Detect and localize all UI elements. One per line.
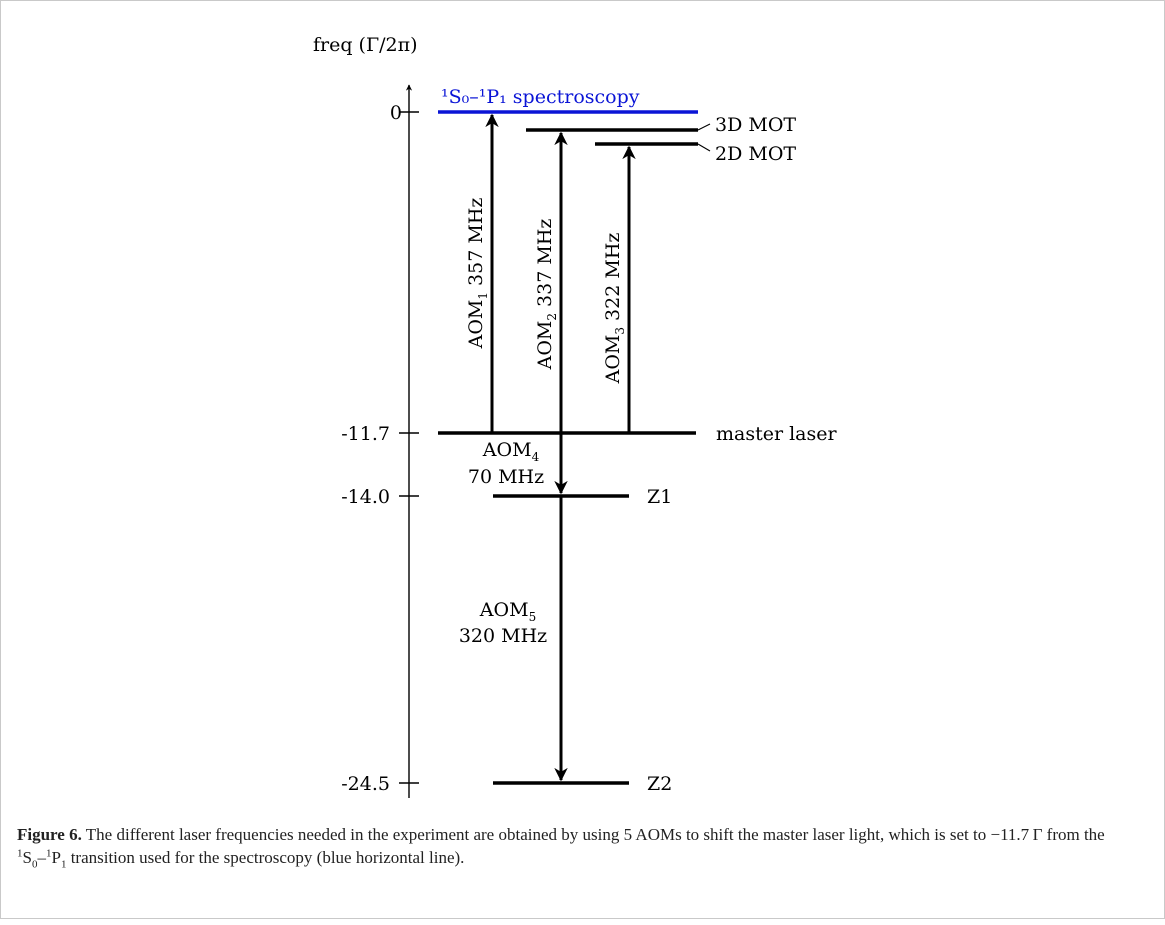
leader-3d-mot — [697, 123, 711, 131]
tick-label-master: -11.7 — [341, 423, 390, 445]
caption-sub-0: 0 — [31, 858, 38, 871]
tick-label-z2: -24.5 — [341, 773, 390, 795]
label-z1: Z1 — [647, 486, 672, 508]
label-2d-mot: 2D MOT — [715, 143, 796, 165]
caption-sup-2: 1 — [45, 847, 52, 860]
label-aom4-name: AOM4 — [482, 439, 540, 464]
label-aom5-name: AOM5 — [479, 599, 536, 624]
caption-p: P — [51, 848, 61, 867]
axis-label: freq (Γ/2π) — [313, 34, 418, 56]
caption-dash: – — [37, 848, 46, 867]
tick-label-0: 0 — [390, 102, 402, 124]
tick-label-z1: -14.0 — [341, 486, 390, 508]
leader-2d-mot — [697, 143, 711, 152]
label-aom5-freq: 320 MHz — [459, 625, 547, 647]
label-master-laser: master laser — [716, 423, 837, 445]
figure-caption: Figure 6. The different laser frequencie… — [17, 823, 1137, 871]
figure-label: Figure 6. — [17, 825, 82, 844]
caption-sub-1: 1 — [60, 858, 67, 871]
label-3d-mot: 3D MOT — [715, 114, 796, 136]
label-spectroscopy: ¹S₀–¹P₁ spectroscopy — [441, 86, 640, 108]
caption-text-2: transition used for the spectroscopy (bl… — [66, 848, 465, 867]
caption-s: S — [22, 848, 32, 867]
caption-sup-1: 1 — [17, 847, 23, 860]
label-aom2: AOM2 337 MHz — [534, 219, 559, 371]
label-aom3: AOM3 322 MHz — [602, 233, 627, 385]
caption-text-1: The different laser frequencies needed i… — [81, 825, 1105, 844]
label-aom1: AOM1 357 MHz — [465, 198, 490, 350]
label-z2: Z2 — [647, 773, 672, 795]
label-aom4-freq: 70 MHz — [468, 466, 544, 488]
